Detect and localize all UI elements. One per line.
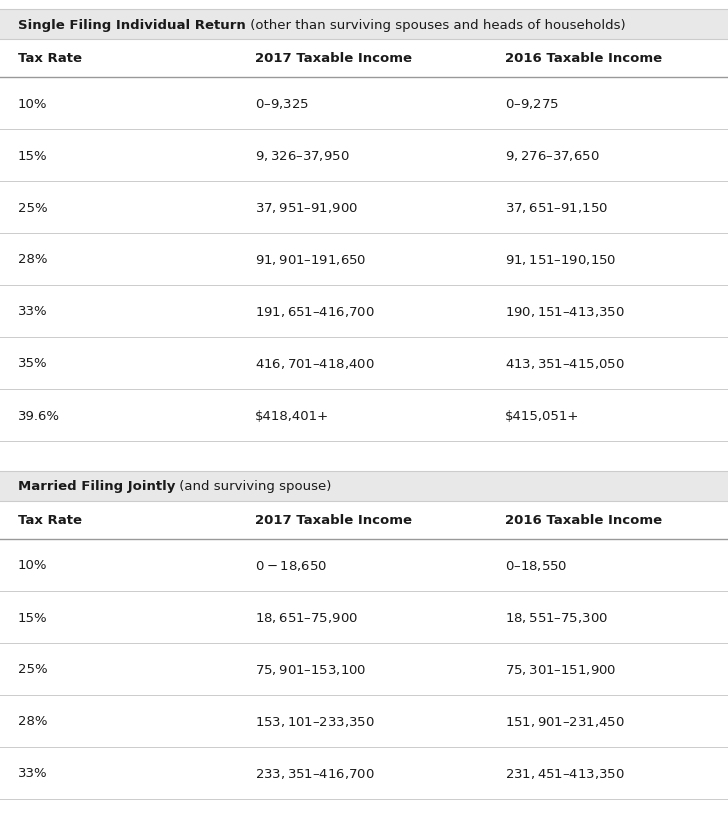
Text: 25%: 25%	[18, 663, 47, 676]
Text: 2016 Taxable Income: 2016 Taxable Income	[505, 514, 662, 527]
Text: Married Filing Jointly: Married Filing Jointly	[18, 480, 175, 493]
Text: $37,651 – $91,150: $37,651 – $91,150	[505, 201, 608, 215]
Text: Tax Rate: Tax Rate	[18, 514, 82, 527]
Text: Single Filing Individual Return: Single Filing Individual Return	[18, 19, 246, 31]
Text: $75,301 – $151,900: $75,301 – $151,900	[505, 663, 617, 676]
Text: $233,351 – $416,700: $233,351 – $416,700	[255, 766, 375, 780]
Text: $0 – $9,275: $0 – $9,275	[505, 97, 559, 111]
Text: 33%: 33%	[18, 305, 47, 318]
Text: 15%: 15%	[18, 611, 47, 624]
Text: $416,701 – $470,700: $416,701 – $470,700	[255, 818, 375, 819]
Text: $37,951 – $91,900: $37,951 – $91,900	[255, 201, 358, 215]
Text: $0 - $18,650: $0 - $18,650	[255, 559, 327, 572]
Bar	[0, 472, 728, 501]
Text: 28%: 28%	[18, 715, 47, 727]
Text: 33%: 33%	[18, 767, 47, 780]
Text: $151,901 – $231,450: $151,901 – $231,450	[505, 714, 625, 728]
Bar	[0, 10, 728, 40]
Text: 2016 Taxable Income: 2016 Taxable Income	[505, 52, 662, 66]
Text: 15%: 15%	[18, 149, 47, 162]
Text: $190,151 – $413,350: $190,151 – $413,350	[505, 305, 625, 319]
Text: 28%: 28%	[18, 253, 47, 266]
Text: (and surviving spouse): (and surviving spouse)	[175, 480, 332, 493]
Text: $413,351 – $415,050: $413,351 – $415,050	[505, 356, 625, 370]
Text: 2017 Taxable Income: 2017 Taxable Income	[255, 514, 412, 527]
Text: $231,451 – $413,350: $231,451 – $413,350	[505, 766, 625, 780]
Text: $0 – $18,550: $0 – $18,550	[505, 559, 568, 572]
Text: 39.6%: 39.6%	[18, 409, 60, 422]
Text: $9,326 – $37,950: $9,326 – $37,950	[255, 149, 349, 163]
Text: 25%: 25%	[18, 201, 47, 215]
Text: $9,276 – $37,650: $9,276 – $37,650	[505, 149, 600, 163]
Text: (other than surviving spouses and heads of households): (other than surviving spouses and heads …	[246, 19, 625, 31]
Text: 2017 Taxable Income: 2017 Taxable Income	[255, 52, 412, 66]
Text: $91,151 – $190,150: $91,151 – $190,150	[505, 253, 617, 267]
Text: $153,101 – $233,350: $153,101 – $233,350	[255, 714, 375, 728]
Text: $75,901 – $153,100: $75,901 – $153,100	[255, 663, 366, 676]
Text: $416,701 – $418,400: $416,701 – $418,400	[255, 356, 375, 370]
Text: $18,551 – $75,300: $18,551 – $75,300	[505, 610, 608, 624]
Text: 10%: 10%	[18, 97, 47, 111]
Text: $418,401+: $418,401+	[255, 409, 329, 422]
Text: 35%: 35%	[18, 357, 47, 370]
Text: 10%: 10%	[18, 559, 47, 572]
Text: $91,901 – $191,650: $91,901 – $191,650	[255, 253, 366, 267]
Text: $191,651 – $416,700: $191,651 – $416,700	[255, 305, 375, 319]
Text: $18,651 – $75,900: $18,651 – $75,900	[255, 610, 358, 624]
Text: $0 – $9,325: $0 – $9,325	[255, 97, 309, 111]
Text: Tax Rate: Tax Rate	[18, 52, 82, 66]
Text: $415,051+: $415,051+	[505, 409, 579, 422]
Text: $413,351 – $466,950: $413,351 – $466,950	[505, 818, 625, 819]
